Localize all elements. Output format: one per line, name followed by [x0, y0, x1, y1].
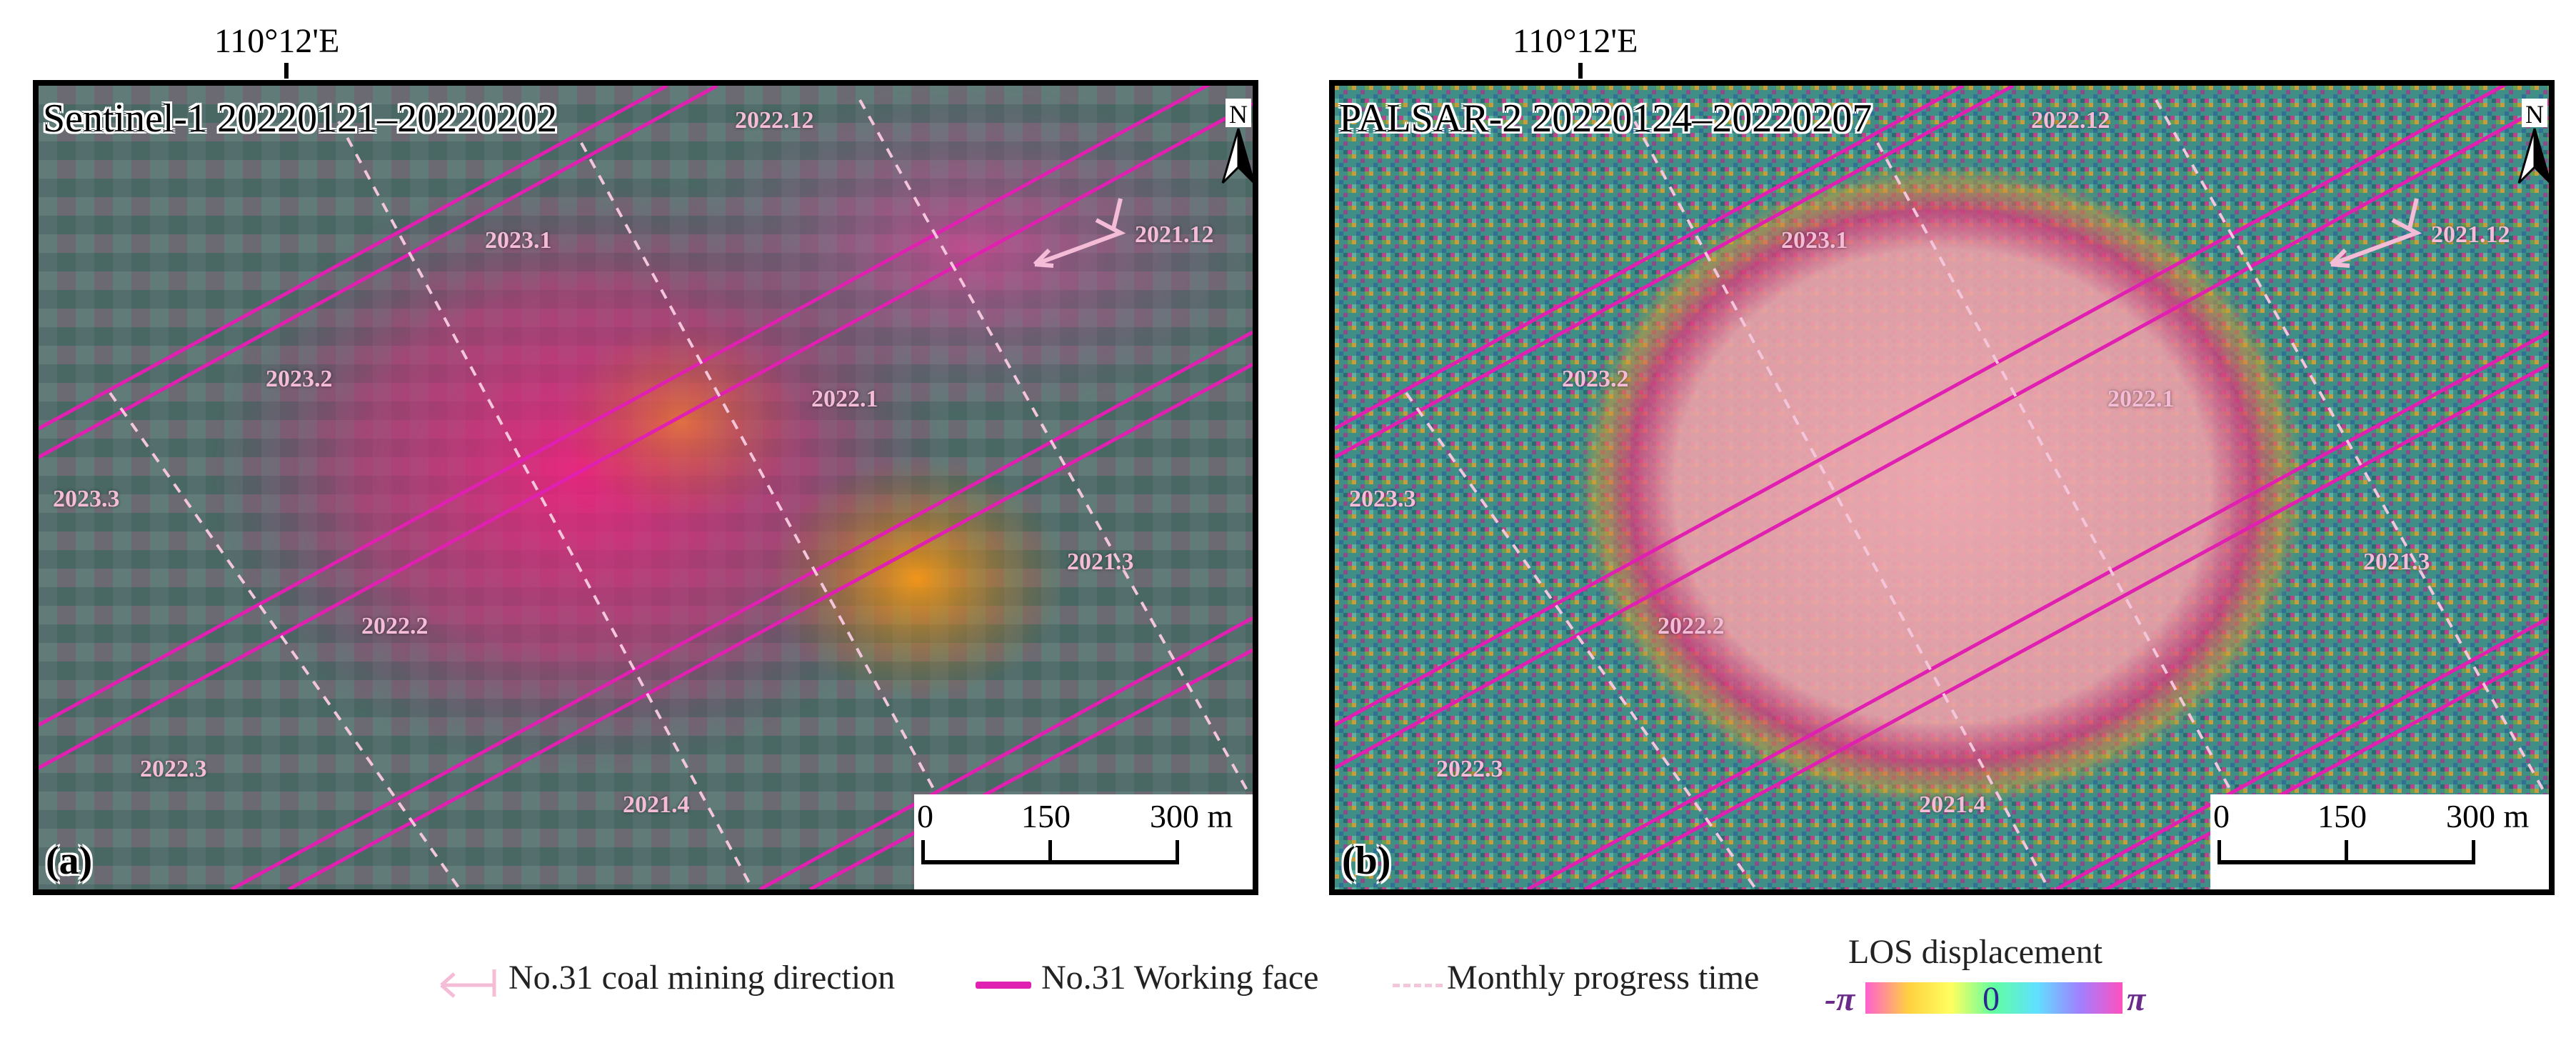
month-label: 2023.3 [53, 486, 120, 512]
north-arrow-icon: N [2517, 99, 2549, 184]
scale-label: 0 [2213, 798, 2230, 834]
north-label: N [1229, 100, 1248, 129]
scale-label: 300 m [2446, 798, 2530, 834]
month-label: 2022.3 [140, 756, 207, 782]
panel-b-title: PALSAR-2 20220124–20220207 [1339, 96, 1873, 141]
month-label: 2021.4 [623, 792, 690, 818]
longitude-label: 110°12'E [214, 22, 340, 60]
month-label: 2022.2 [361, 613, 429, 639]
scale-bar: 0 150 300 m [2210, 794, 2549, 889]
interferogram-a [39, 86, 1253, 889]
month-label: 2022.2 [1658, 613, 1725, 639]
scale-label: 150 [1021, 798, 1071, 834]
colorbar-mid-label: 0 [1983, 980, 2000, 1018]
month-label: 2021.3 [2363, 549, 2430, 575]
month-label: 2023.3 [1349, 486, 1416, 512]
month-label: 2021.3 [1067, 549, 1134, 575]
scale-bar: 0 150 300 m [914, 794, 1253, 889]
north-arrow-icon: N [1221, 99, 1253, 184]
mining-direction-arrow-icon [2329, 198, 2422, 268]
panel-a-label: (a) [46, 839, 93, 883]
progress-legend-swatch [1393, 984, 1443, 987]
legend-progress-label: Monthly progress time [1447, 959, 1760, 997]
los-colorbar [1865, 982, 2123, 1014]
mining-direction-legend-icon [440, 969, 496, 998]
month-label: 2023.1 [485, 227, 552, 254]
month-label: 2021.12 [2431, 221, 2510, 248]
month-label: 2021.12 [1135, 221, 1214, 248]
panel-b-label: (b) [1342, 839, 1391, 883]
month-label: 2021.4 [1919, 792, 1986, 818]
longitude-tick-b [1578, 63, 1583, 79]
legend: No.31 coal mining direction No.31 Workin… [0, 932, 2576, 1018]
scale-label: 0 [917, 798, 933, 834]
interferogram-b [1335, 86, 2549, 889]
scale-label: 300 m [1150, 798, 1233, 834]
colorbar-title: LOS displacement [1848, 933, 2103, 971]
mining-direction-arrow-icon [1033, 198, 1126, 268]
month-label: 2023.1 [1781, 227, 1848, 254]
month-label: 2023.2 [1562, 366, 1629, 392]
month-label: 2022.1 [2108, 386, 2175, 412]
longitude-tick [284, 63, 289, 79]
scale-label: 150 [2317, 798, 2367, 834]
month-label: 2023.2 [266, 366, 333, 392]
month-label: 2022.12 [735, 107, 814, 134]
legend-direction-label: No.31 coal mining direction [508, 959, 896, 997]
month-label: 2022.1 [811, 386, 878, 412]
colorbar-min-label: -π [1825, 980, 1855, 1018]
month-label: 2022.3 [1436, 756, 1503, 782]
legend-working-face-label: No.31 Working face [1041, 959, 1319, 997]
panel-a-title: Sentinel-1 20220121–20220202 [43, 96, 558, 141]
panel-a-map: Sentinel-1 20220121–20220202 2022.12 202… [33, 80, 1258, 895]
north-label: N [2525, 100, 2544, 129]
longitude-label-b: 110°12'E [1513, 22, 1638, 60]
colorbar-max-label: π [2127, 980, 2146, 1018]
panel-b-map: PALSAR-2 20220124–20220207 2022.12 2023.… [1329, 80, 2555, 895]
working-face-legend-swatch [976, 982, 1031, 989]
month-label: 2022.12 [2031, 107, 2110, 134]
